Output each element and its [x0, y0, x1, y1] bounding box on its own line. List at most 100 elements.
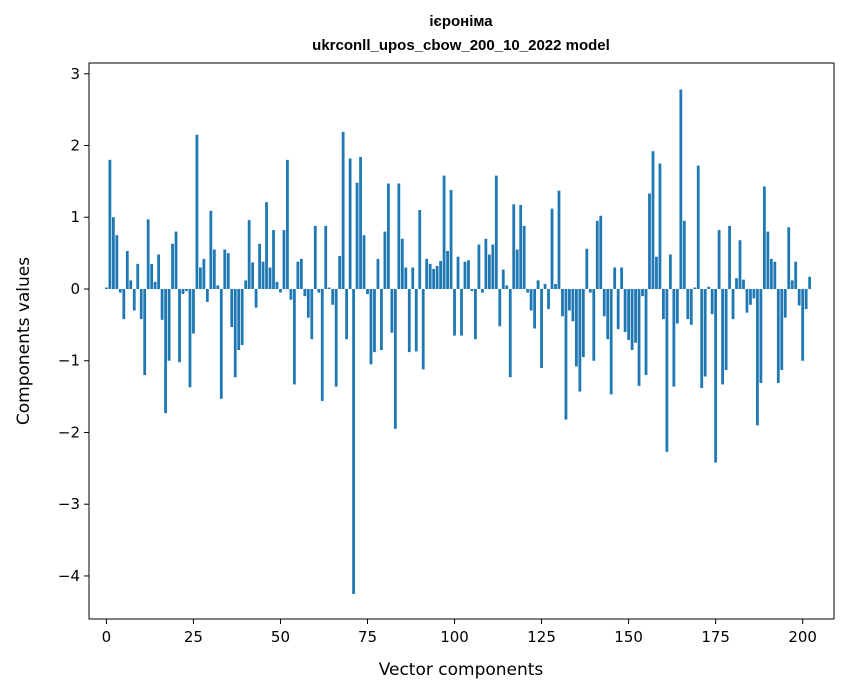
bar-56: [299, 258, 303, 289]
bar-24: [188, 288, 192, 388]
bar-129: [554, 283, 557, 289]
bar-50: [279, 288, 282, 293]
bar-69: [345, 288, 349, 340]
bar-84: [397, 183, 401, 289]
bar-93: [428, 263, 432, 289]
bar-150: [627, 288, 630, 340]
bar-160: [662, 288, 665, 320]
bar-143: [602, 288, 606, 317]
bar-192: [773, 261, 777, 289]
bar-73: [359, 156, 362, 289]
bar-169: [693, 287, 697, 289]
bar-102: [460, 288, 463, 336]
bar-164: [675, 288, 679, 324]
bars-group: [105, 89, 812, 594]
bar-18: [167, 288, 171, 361]
bar-146: [613, 267, 617, 289]
bar-156: [648, 193, 651, 289]
bar-111: [491, 244, 495, 289]
bar-3: [115, 235, 119, 289]
y-tick-label: 1: [70, 208, 80, 226]
bar-55: [296, 261, 300, 289]
bar-22: [181, 288, 185, 295]
bar-40: [244, 280, 248, 289]
bar-104: [467, 260, 470, 289]
bar-196: [787, 227, 791, 289]
bar-9: [136, 263, 140, 289]
bar-119: [519, 205, 523, 289]
bar-106: [474, 288, 477, 340]
bar-185: [749, 288, 752, 305]
bar-179: [728, 225, 731, 289]
bar-61: [317, 288, 321, 293]
bar-72: [355, 182, 359, 289]
bar-188: [759, 288, 763, 383]
bar-131: [561, 288, 564, 317]
bar-86: [404, 267, 408, 289]
bar-68: [341, 131, 345, 289]
bar-91: [421, 288, 425, 370]
bar-108: [481, 288, 484, 293]
bar-70: [348, 158, 352, 289]
bar-171: [700, 288, 704, 388]
bar-44: [258, 243, 261, 289]
bar-26: [195, 134, 199, 289]
bar-118: [515, 249, 519, 289]
bar-43: [254, 288, 258, 308]
bar-140: [592, 288, 596, 361]
bar-97: [442, 175, 446, 289]
bar-124: [536, 280, 540, 289]
bar-186: [752, 288, 756, 299]
bar-153: [637, 288, 641, 386]
bar-28: [202, 258, 206, 289]
bar-25: [192, 288, 195, 334]
bar-115: [505, 285, 509, 289]
bar-101: [456, 256, 460, 289]
bar-175: [714, 288, 718, 463]
bar-30: [209, 210, 213, 289]
bar-92: [425, 258, 429, 289]
bar-167: [686, 288, 690, 320]
bar-63: [324, 225, 328, 289]
bar-45: [261, 261, 265, 289]
bar-75: [366, 288, 369, 295]
bar-58: [306, 288, 310, 318]
bar-64: [327, 287, 331, 289]
bar-51: [282, 230, 286, 289]
bar-173: [707, 286, 711, 289]
bar-83: [393, 288, 397, 429]
bar-59: [310, 288, 314, 340]
bar-54: [293, 288, 296, 385]
bar-127: [547, 288, 550, 310]
bar-194: [780, 288, 784, 371]
bar-90: [418, 210, 422, 289]
bar-125: [540, 288, 543, 368]
bar-177: [721, 288, 724, 385]
bar-95: [435, 266, 439, 289]
bar-12: [146, 219, 150, 289]
bar-110: [487, 254, 491, 289]
bar-137: [581, 288, 585, 358]
bar-162: [668, 254, 672, 289]
bar-161: [665, 288, 669, 452]
bar-98: [446, 250, 449, 289]
bar-19: [171, 243, 174, 289]
bar-21: [178, 288, 181, 363]
bar-96: [439, 261, 443, 289]
bar-180: [731, 288, 735, 320]
bar-13: [150, 263, 154, 289]
bar-157: [651, 151, 655, 289]
bar-142: [599, 215, 603, 289]
bar-2: [111, 217, 115, 289]
bar-123: [533, 288, 536, 329]
bar-112: [494, 175, 498, 289]
bar-76: [369, 288, 373, 365]
bar-71: [352, 288, 355, 594]
bar-49: [275, 281, 279, 289]
bar-139: [588, 288, 592, 293]
y-axis: −4 −3 −2 −1 0 1 2 3: [58, 65, 89, 585]
bar-113: [498, 288, 502, 327]
bar-52: [286, 159, 289, 289]
bar-200: [801, 288, 805, 361]
bar-202: [808, 276, 812, 289]
